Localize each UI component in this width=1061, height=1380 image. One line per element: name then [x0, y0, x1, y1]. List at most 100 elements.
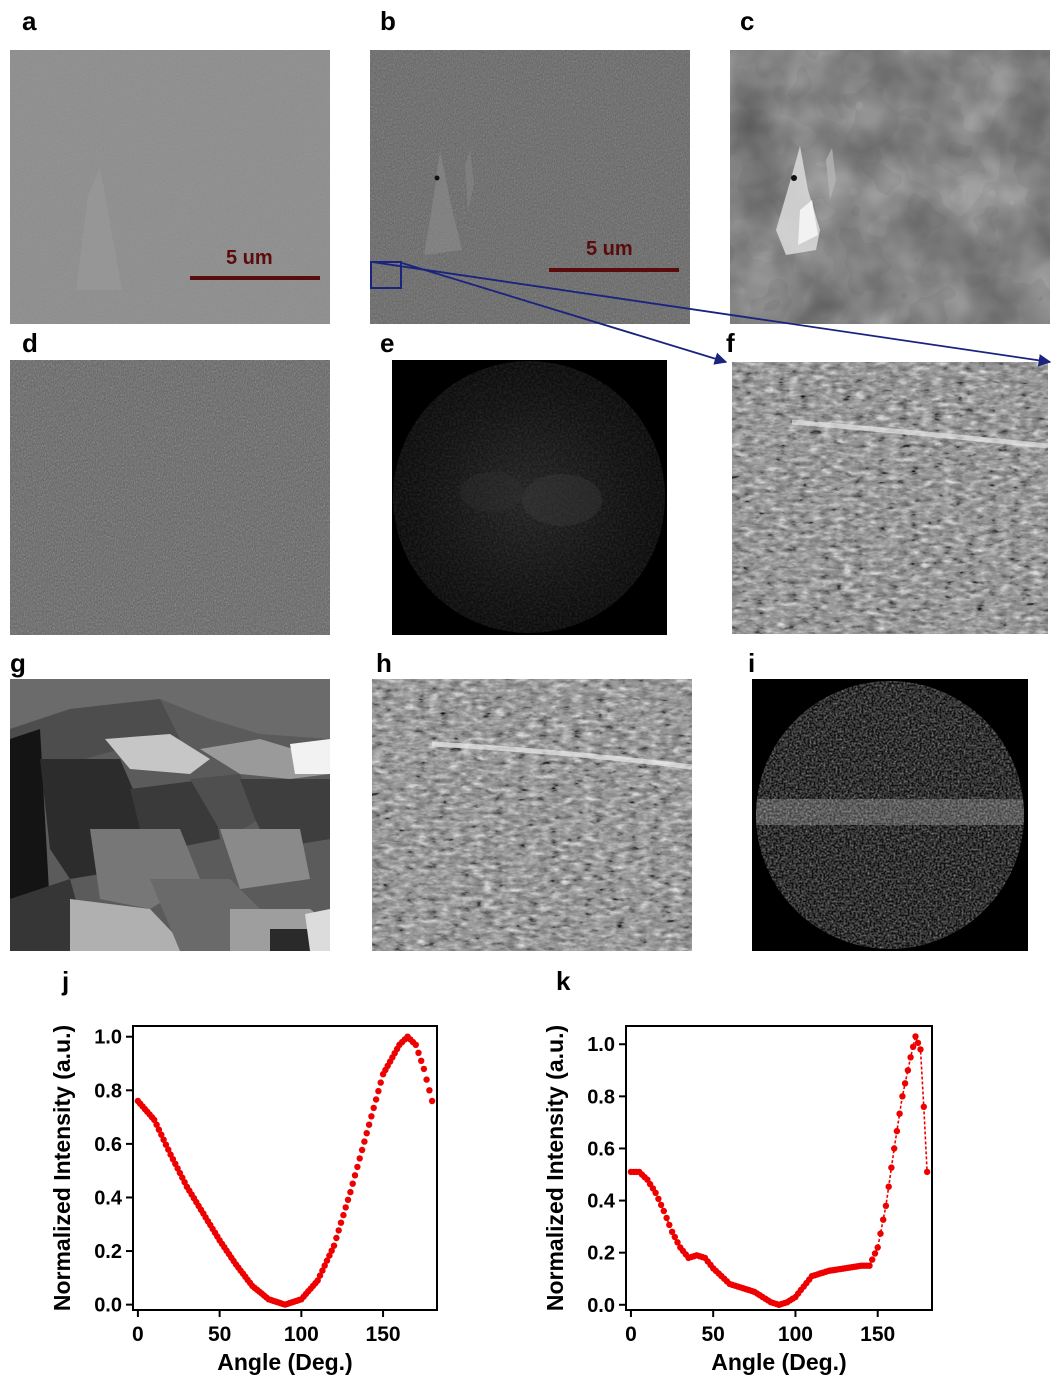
- data-point-j: [412, 1041, 419, 1049]
- data-point-j: [151, 1116, 158, 1124]
- data-point-k: [871, 1250, 879, 1257]
- data-point-k: [917, 1046, 924, 1053]
- data-point-j: [415, 1049, 422, 1057]
- data-point-k: [885, 1183, 892, 1190]
- panel-label-j: j: [62, 966, 70, 996]
- filtered-image-d: [10, 360, 330, 635]
- data-point-j: [160, 1136, 167, 1143]
- panel-label-b: b: [380, 6, 396, 36]
- data-point-k: [866, 1262, 873, 1269]
- data-point-k: [912, 1033, 919, 1040]
- x-axis-label-j: Angle (Deg.): [217, 1349, 352, 1375]
- x-axis-label-k: Angle (Deg.): [711, 1349, 846, 1375]
- x-tick-label-k: 50: [702, 1323, 725, 1346]
- y-tick-label-k: 0.0: [587, 1295, 615, 1317]
- data-point-j: [330, 1242, 338, 1249]
- data-point-k: [668, 1228, 676, 1236]
- data-point-j: [158, 1131, 165, 1138]
- data-point-k: [671, 1233, 678, 1241]
- data-point-j: [335, 1227, 342, 1234]
- data-point-j: [428, 1097, 436, 1105]
- data-point-k: [663, 1214, 670, 1222]
- data-point-j: [337, 1219, 345, 1226]
- filtered-image-h: [372, 679, 692, 951]
- data-point-j: [372, 1096, 380, 1103]
- panel-label-i: i: [748, 648, 756, 678]
- y-tick-label-j: 0.6: [94, 1134, 122, 1156]
- y-tick-label-k: 1.0: [587, 1034, 615, 1056]
- y-tick-label-j: 1.0: [94, 1027, 122, 1049]
- data-point-j: [162, 1141, 170, 1148]
- data-point-j: [333, 1234, 340, 1242]
- panel-label-a: a: [22, 6, 37, 36]
- x-tick-label-j: 100: [284, 1323, 319, 1346]
- data-point-j: [375, 1087, 382, 1095]
- data-point-j: [363, 1130, 370, 1137]
- y-tick-label-k: 0.2: [587, 1243, 615, 1265]
- data-point-j: [165, 1146, 172, 1153]
- y-tick-label-j: 0.0: [94, 1295, 122, 1317]
- data-point-j: [347, 1188, 354, 1196]
- y-tick-label-k: 0.8: [587, 1086, 615, 1108]
- scale-bar-label-b: 5 um: [586, 238, 633, 260]
- grain-map-g: [10, 679, 330, 951]
- data-point-j: [342, 1204, 349, 1211]
- data-point-k: [657, 1201, 665, 1209]
- fft-image-e: [392, 360, 667, 635]
- x-tick-label-k: 0: [625, 1323, 637, 1346]
- data-point-k: [920, 1103, 927, 1111]
- data-point-k: [880, 1216, 887, 1223]
- y-tick-label-j: 0.2: [94, 1241, 122, 1263]
- x-tick-label-j: 0: [132, 1323, 144, 1346]
- y-axis-label-j: Normalized Intensity (a.u.): [49, 1025, 75, 1311]
- data-point-k: [674, 1239, 681, 1246]
- data-point-k: [652, 1189, 659, 1197]
- data-point-j: [370, 1104, 377, 1112]
- x-tick-label-j: 50: [208, 1323, 231, 1346]
- data-point-j: [155, 1126, 163, 1133]
- scale-bar-label-a: 5 um: [226, 247, 273, 269]
- data-point-k: [882, 1202, 890, 1210]
- data-point-k: [888, 1164, 895, 1171]
- data-point-k: [923, 1168, 931, 1176]
- plot-frame-k: [625, 1025, 933, 1311]
- data-point-j: [418, 1057, 425, 1065]
- data-point-j: [377, 1079, 384, 1086]
- series-line-k: [630, 1033, 928, 1306]
- data-point-j: [351, 1172, 359, 1179]
- data-point-k: [904, 1067, 912, 1074]
- data-point-k: [907, 1054, 914, 1061]
- data-point-j: [365, 1121, 373, 1128]
- data-point-k: [877, 1230, 884, 1237]
- data-point-k: [909, 1043, 917, 1051]
- data-point-k: [869, 1256, 876, 1263]
- y-tick-label-j: 0.4: [94, 1187, 123, 1209]
- data-point-k: [660, 1207, 667, 1215]
- data-point-j: [153, 1121, 160, 1128]
- x-tick-label-j: 150: [366, 1323, 401, 1346]
- data-point-k: [655, 1195, 662, 1203]
- data-point-k: [893, 1127, 901, 1135]
- data-point-k: [899, 1093, 906, 1100]
- x-tick-label-k: 100: [778, 1323, 813, 1346]
- data-point-j: [420, 1065, 428, 1073]
- data-point-k: [914, 1039, 922, 1047]
- fft-image-i: [752, 679, 1028, 951]
- y-axis-label-k: Normalized Intensity (a.u.): [542, 1025, 568, 1311]
- data-point-k: [874, 1244, 881, 1251]
- scale-bar-a: [190, 276, 320, 280]
- panel-label-h: h: [376, 648, 392, 678]
- panel-label-k: k: [556, 966, 571, 996]
- data-point-j: [319, 1267, 326, 1274]
- data-point-j: [326, 1252, 333, 1259]
- y-tick-label-k: 0.4: [587, 1191, 616, 1213]
- data-point-j: [368, 1113, 375, 1120]
- panel-label-d: d: [22, 328, 38, 358]
- data-point-j: [344, 1196, 352, 1204]
- data-point-j: [354, 1163, 361, 1171]
- data-point-j: [361, 1138, 368, 1145]
- data-point-k: [666, 1221, 673, 1229]
- data-point-j: [423, 1076, 430, 1083]
